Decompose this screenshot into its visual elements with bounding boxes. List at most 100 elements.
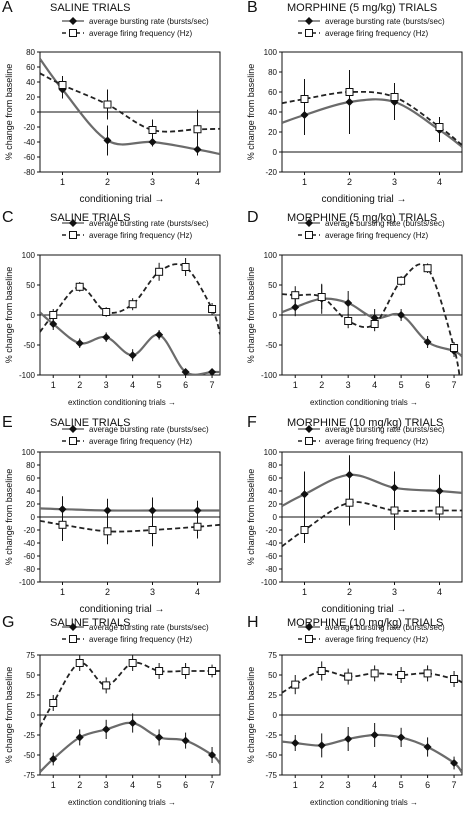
panel-f-x-tick-label: 3 bbox=[392, 587, 397, 597]
panel-h-x-tick-label: 7 bbox=[452, 780, 457, 790]
panel-c-firing-point bbox=[128, 300, 137, 309]
panel-c-x-tick-label: 1 bbox=[51, 380, 56, 390]
panel-c-y-tick-label: 50 bbox=[26, 281, 35, 290]
panel-c-y-tick-label: 100 bbox=[22, 251, 36, 260]
panel-f-y-tick-label: 20 bbox=[268, 500, 277, 509]
panel-a-letter: A bbox=[2, 0, 13, 16]
panel-b-x-axis-label: conditioning trial → bbox=[321, 194, 406, 205]
panel-a-y-tick-label: -80 bbox=[23, 168, 35, 177]
panel-e-y-tick-label: -20 bbox=[23, 526, 35, 535]
panel-c-x-tick-label: 5 bbox=[157, 380, 162, 390]
panel-c-firing-point bbox=[181, 263, 190, 271]
panel-c-bursting-point bbox=[181, 368, 190, 376]
panel-c-bursting-point bbox=[102, 333, 111, 342]
panel-e-legend-firing-marker bbox=[69, 437, 77, 445]
panel-b-legend-bursting-marker bbox=[305, 17, 313, 25]
panel-b-y-tick-label: 20 bbox=[268, 128, 277, 137]
panel-g-firing-point bbox=[102, 681, 111, 690]
panel-g-y-tick-label: -75 bbox=[23, 771, 35, 780]
panel-h-bursting-point bbox=[450, 759, 459, 767]
panel-b-firing-point bbox=[390, 93, 399, 101]
panel-d-firing-point bbox=[317, 293, 326, 301]
panel-h-x-tick-label: 4 bbox=[372, 780, 377, 790]
panel-f-bursting-point bbox=[300, 490, 309, 499]
panel-d-y-tick-label: 100 bbox=[264, 251, 278, 260]
panel-d-bursting-point bbox=[423, 338, 432, 346]
panel-g-x-tick-label: 7 bbox=[210, 780, 215, 790]
panel-b-y-tick-label: 80 bbox=[268, 68, 277, 77]
panel-e-x-tick-label: 4 bbox=[195, 587, 200, 597]
panel-a-legend-firing-marker bbox=[69, 29, 77, 37]
panel-h-bursting-point bbox=[317, 741, 326, 750]
panel-d-x-tick-label: 5 bbox=[399, 380, 404, 390]
panel-d-x-tick-label: 6 bbox=[425, 380, 430, 390]
panel-c-bursting-curve bbox=[40, 311, 220, 375]
panel-c-firing-curve bbox=[40, 263, 220, 335]
panel-b-legend-firing-marker bbox=[305, 29, 313, 37]
panel-a-y-tick-label: 60 bbox=[26, 63, 35, 72]
panel-f-y-tick-label: -40 bbox=[265, 539, 277, 548]
panel-b-y-tick-label: 60 bbox=[268, 88, 277, 97]
panel-a-y-tick-label: 80 bbox=[26, 48, 35, 57]
panel-e-letter: E bbox=[2, 414, 13, 431]
panel-f-y-tick-label: -20 bbox=[265, 526, 277, 535]
panel-g-legend-firing-marker bbox=[69, 635, 77, 643]
panel-e-firing-point bbox=[103, 527, 112, 536]
panel-g-x-tick-label: 3 bbox=[104, 780, 109, 790]
panel-g-bursting-point bbox=[102, 725, 111, 734]
panel-g-y-tick-label: -25 bbox=[23, 731, 35, 740]
panel-d-x-tick-label: 1 bbox=[293, 380, 298, 390]
panel-e-y-tick-label: 80 bbox=[26, 461, 35, 470]
panel-e-firing-point bbox=[58, 520, 67, 529]
panel-b-legend-firing-label: average firing frequency (Hz) bbox=[325, 29, 428, 38]
panel-d-x-tick-label: 7 bbox=[452, 380, 457, 390]
panel-a-x-tick-label: 1 bbox=[60, 177, 65, 187]
panel-h-bursting-point bbox=[344, 735, 353, 743]
panel-d-letter: D bbox=[247, 209, 259, 226]
panel-c-y-tick-label: -50 bbox=[23, 341, 35, 350]
panel-c-firing-point bbox=[49, 311, 58, 319]
panel-h-x-tick-label: 6 bbox=[425, 780, 430, 790]
panel-f-legend-bursting-label: average bursting rate (bursts/sec) bbox=[325, 425, 445, 434]
panel-g-x-tick-label: 4 bbox=[130, 780, 135, 790]
panel-a-firing-point bbox=[193, 125, 202, 134]
panel-c-bursting-point bbox=[208, 368, 217, 376]
panel-a-bursting-point bbox=[148, 138, 157, 146]
panel-h-legend-firing-marker bbox=[305, 635, 313, 643]
panel-g-bursting-curve bbox=[40, 721, 220, 773]
panel-b-y-tick-label: -20 bbox=[265, 168, 277, 177]
panel-e-y-tick-label: -80 bbox=[23, 565, 35, 574]
panel-b-firing-point bbox=[300, 95, 309, 103]
panel-e-y-tick-label: -40 bbox=[23, 539, 35, 548]
panel-c-legend-firing-label: average firing frequency (Hz) bbox=[89, 231, 192, 240]
panel-e-y-tick-label: 40 bbox=[26, 487, 35, 496]
panel-d-firing-point bbox=[397, 276, 406, 285]
panel-h-y-tick-label: 50 bbox=[268, 671, 277, 680]
panel-d-y-tick-label: 0 bbox=[273, 311, 278, 320]
panel-f-y-tick-label: 80 bbox=[268, 461, 277, 470]
panel-c-title: SALINE TRIALS bbox=[50, 212, 131, 224]
panel-d-firing-point bbox=[344, 317, 353, 325]
panel-d-firing-point bbox=[450, 344, 459, 352]
panel-d-x-tick-label: 3 bbox=[346, 380, 351, 390]
panel-b-title: MORPHINE (5 mg/kg) TRIALS bbox=[287, 2, 437, 14]
panel-h-x-tick-label: 5 bbox=[399, 780, 404, 790]
panel-f-letter: F bbox=[247, 414, 257, 431]
panel-a-y-axis-label: % change from baseline bbox=[4, 64, 14, 161]
panel-a-firing-point bbox=[148, 126, 157, 134]
panel-c-x-axis-label: extinction conditioning trials → bbox=[68, 398, 176, 407]
panel-c-legend-bursting-marker bbox=[69, 219, 77, 227]
panel-f-y-tick-label: 0 bbox=[273, 513, 278, 522]
panel-c-firing-point bbox=[75, 282, 84, 291]
panel-c-y-tick-label: 0 bbox=[31, 311, 36, 320]
panel-d-legend-bursting-marker bbox=[305, 219, 313, 227]
panel-g-firing-point bbox=[155, 667, 164, 675]
panel-f-firing-point bbox=[300, 526, 309, 534]
panel-c-y-axis-label: % change from baseline bbox=[4, 267, 14, 364]
panel-c-bursting-point bbox=[128, 351, 137, 360]
panel-c-bursting-point bbox=[155, 330, 164, 339]
panel-h-legend-bursting-label: average bursting rate (bursts/sec) bbox=[325, 623, 445, 632]
panel-g-y-tick-label: 75 bbox=[26, 651, 35, 660]
panel-e-y-tick-label: -100 bbox=[19, 578, 36, 587]
panel-a-y-tick-label: 40 bbox=[26, 78, 35, 87]
